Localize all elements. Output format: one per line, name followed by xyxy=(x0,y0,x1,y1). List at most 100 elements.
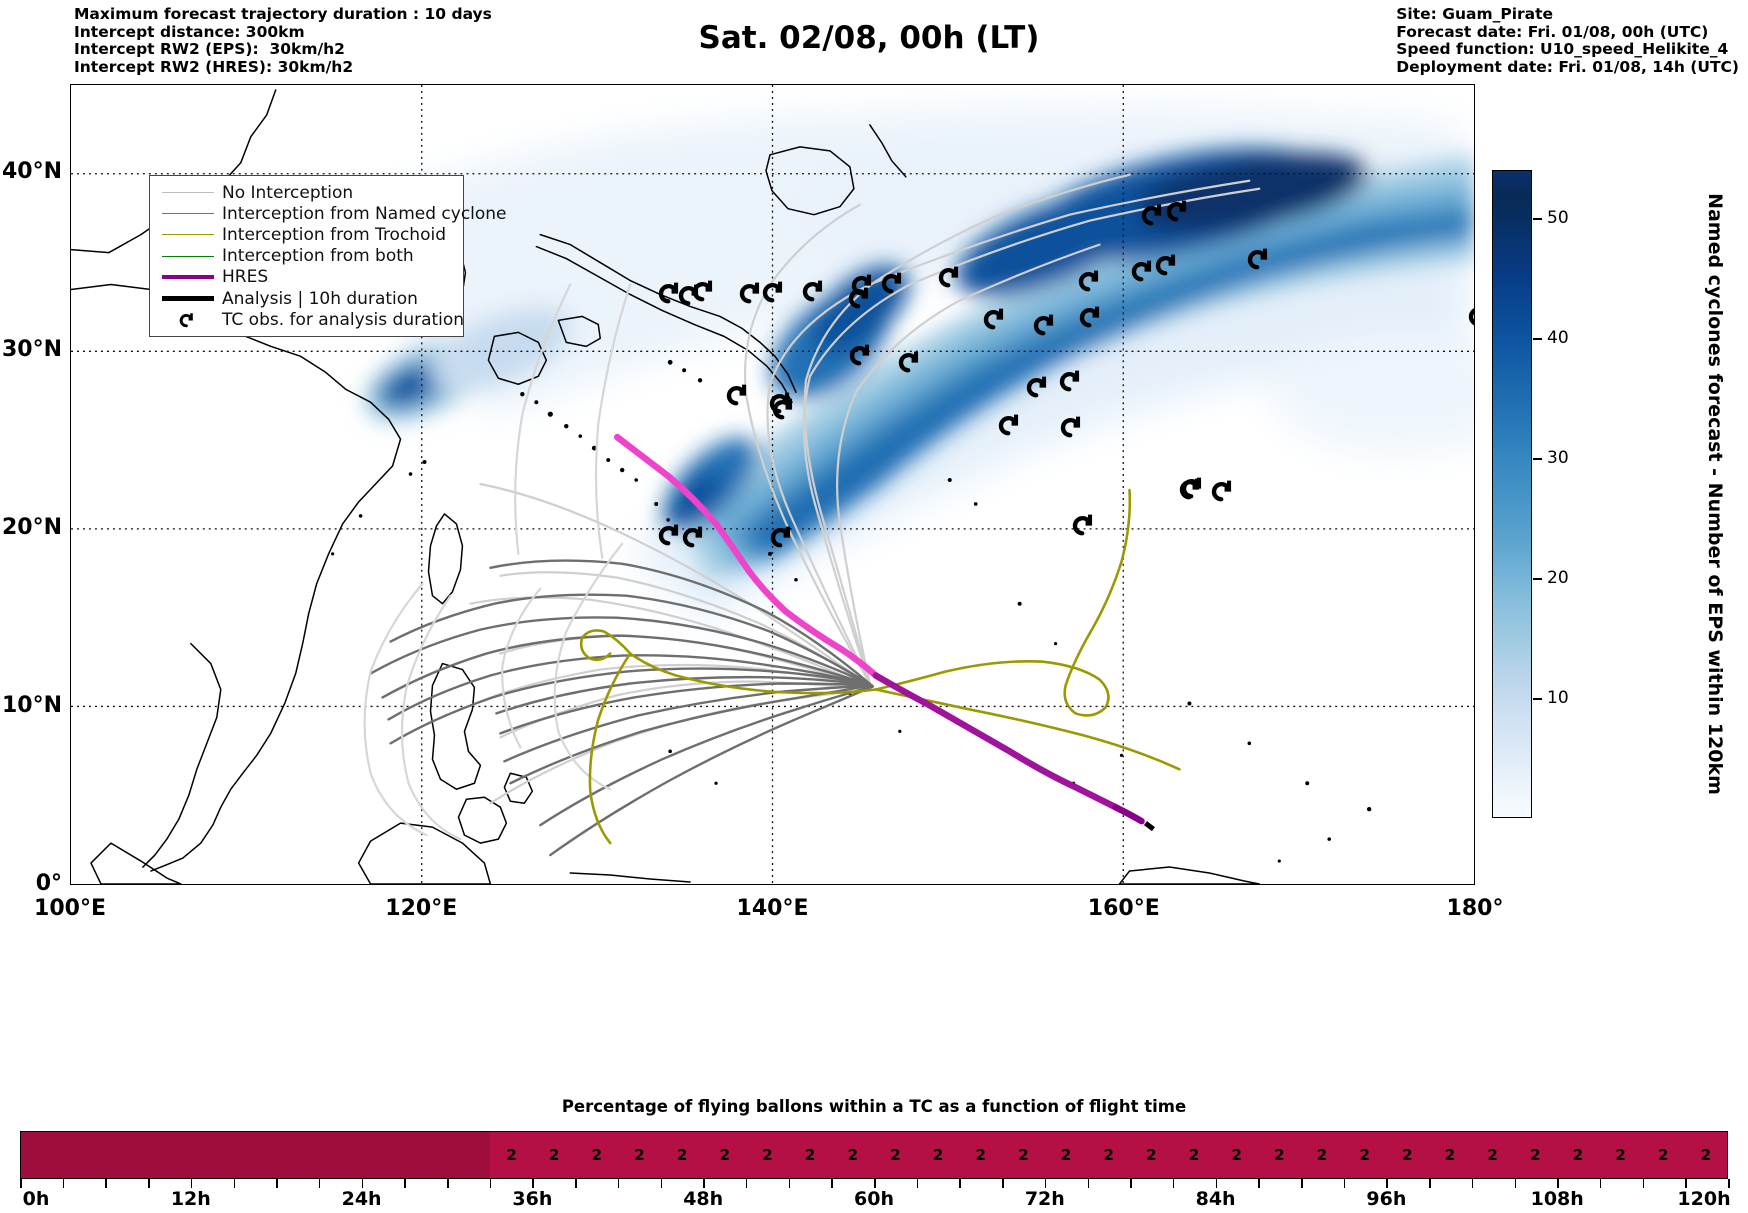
tc-observation-marker xyxy=(1077,267,1105,295)
percentage-bar-tick xyxy=(959,1179,961,1188)
percentage-bar-tick xyxy=(1343,1179,1346,1188)
percentage-bar-x-label: 0h xyxy=(22,1188,50,1210)
percentage-bar-cell[interactable]: 2 xyxy=(1002,1132,1045,1178)
percentage-bar-cell[interactable] xyxy=(21,1132,64,1178)
lat-tick-label: 40°N xyxy=(1,159,62,184)
tc-observation-marker xyxy=(982,305,1010,333)
colorbar-tick-mark xyxy=(1533,578,1542,580)
legend-item-label: Analysis | 10h duration xyxy=(222,288,418,309)
tc-observation-marker xyxy=(1165,197,1193,225)
percentage-bar-cell[interactable]: 2 xyxy=(618,1132,661,1178)
legend-item[interactable]: Interception from both xyxy=(158,246,455,267)
percentage-bar-tick xyxy=(276,1179,278,1188)
percentage-bar-cell[interactable]: 2 xyxy=(788,1132,832,1178)
percentage-bar-tick xyxy=(233,1179,236,1188)
lat-tick-label: 20°N xyxy=(1,515,62,540)
forecast-map[interactable]: No Interception Interception from Named c… xyxy=(70,84,1475,885)
percentage-bar-tick xyxy=(1258,1179,1260,1188)
percentage-bar-cell[interactable] xyxy=(362,1132,405,1178)
percentage-bar-tick xyxy=(916,1179,919,1188)
percentage-bar-cell[interactable]: 2 xyxy=(746,1132,789,1178)
tc-observation-marker xyxy=(937,263,965,291)
percentage-bar-tick xyxy=(703,1179,705,1188)
percentage-bar-cell[interactable]: 2 xyxy=(1044,1132,1088,1178)
legend-item[interactable]: TC obs. for analysis duration xyxy=(158,309,464,330)
percentage-bar-cell[interactable]: 2 xyxy=(1513,1132,1557,1178)
legend-color-swatch xyxy=(162,275,214,280)
percentage-bar-cell[interactable]: 2 xyxy=(1300,1132,1344,1178)
percentage-bar-tick xyxy=(105,1179,107,1188)
tc-observation-marker xyxy=(769,523,797,551)
legend-item[interactable]: Interception from Named cyclone xyxy=(158,203,507,224)
percentage-bar-ticks xyxy=(20,1179,1730,1188)
percentage-bar-tick xyxy=(1172,1179,1175,1188)
percentage-bar-tick xyxy=(489,1179,492,1188)
legend-item[interactable]: HRES xyxy=(158,267,455,288)
percentage-bar-cell[interactable]: 2 xyxy=(831,1132,875,1178)
legend-item[interactable]: Interception from Trochoid xyxy=(158,224,455,245)
percentage-bar-cell[interactable] xyxy=(276,1132,320,1178)
legend-color-swatch xyxy=(162,213,214,215)
percentage-bar-cell[interactable] xyxy=(404,1132,448,1178)
percentage-bar-cell[interactable]: 2 xyxy=(660,1132,704,1178)
percentage-bar-cell[interactable]: 2 xyxy=(1684,1132,1728,1178)
percentage-bar-cell[interactable]: 2 xyxy=(1215,1132,1259,1178)
percentage-bar-cell[interactable]: 2 xyxy=(1556,1132,1600,1178)
percentage-bar-cell[interactable] xyxy=(319,1132,363,1178)
percentage-bar-x-label: 120h xyxy=(1677,1188,1731,1210)
percentage-bar-cell[interactable]: 2 xyxy=(1343,1132,1386,1178)
tc-observation-marker xyxy=(997,411,1025,439)
percentage-bar-cell[interactable] xyxy=(148,1132,192,1178)
percentage-bar-cell[interactable]: 2 xyxy=(490,1132,533,1178)
percentage-bar-tick xyxy=(447,1179,449,1188)
percentage-bar-tick xyxy=(1130,1179,1132,1188)
lon-tick-label: 140°E xyxy=(736,896,809,921)
percentage-bar-cell[interactable]: 2 xyxy=(1386,1132,1429,1178)
percentage-bar-cell[interactable] xyxy=(63,1132,107,1178)
percentage-bar-cell[interactable]: 2 xyxy=(916,1132,960,1178)
percentage-bar-cell[interactable] xyxy=(191,1132,235,1178)
tc-observation-marker xyxy=(1059,413,1087,441)
percentage-bar-tick xyxy=(575,1179,577,1188)
percentage-bar-cell[interactable]: 2 xyxy=(1471,1132,1514,1178)
colorbar-tick-mark xyxy=(1533,698,1542,700)
eps-trajectories xyxy=(363,173,1261,857)
legend-item[interactable]: No Interception xyxy=(158,182,455,203)
percentage-bar-x-label: 72h xyxy=(1024,1188,1065,1210)
legend-color-swatch xyxy=(162,296,214,302)
percentage-bar-cell[interactable]: 2 xyxy=(1087,1132,1131,1178)
tc-observation-marker xyxy=(657,521,685,549)
percentage-bar-tick xyxy=(532,1179,534,1188)
percentage-bar-tick xyxy=(1471,1179,1474,1188)
percentage-bar-cell[interactable] xyxy=(234,1132,277,1178)
percentage-bar-cell[interactable]: 2 xyxy=(532,1132,576,1178)
percentage-bar-cell[interactable] xyxy=(447,1132,491,1178)
percentage-bar-cell[interactable]: 2 xyxy=(1641,1132,1685,1178)
colorbar-tick-label: 20 xyxy=(1547,568,1569,588)
tc-observation-marker xyxy=(771,395,799,423)
percentage-bar-cell[interactable]: 2 xyxy=(1599,1132,1642,1178)
percentage-bar-cell[interactable]: 2 xyxy=(703,1132,747,1178)
percentage-bar-cell[interactable]: 2 xyxy=(575,1132,619,1178)
percentage-bar-cell[interactable]: 2 xyxy=(1130,1132,1173,1178)
percentage-bar-cell[interactable]: 2 xyxy=(1428,1132,1472,1178)
percentage-bar-cell[interactable] xyxy=(106,1132,149,1178)
tc-observation-marker xyxy=(801,277,829,305)
colorbar-gradient xyxy=(1492,170,1532,818)
percentage-bar-tick xyxy=(361,1179,364,1188)
lat-tick-label: 10°N xyxy=(1,693,62,718)
tc-observation-marker xyxy=(1210,477,1238,505)
legend-color-swatch xyxy=(162,255,214,257)
lon-tick-label: 180° xyxy=(1446,896,1504,921)
tc-observation-marker xyxy=(897,348,925,376)
percentage-bar-cell[interactable]: 2 xyxy=(1172,1132,1216,1178)
legend-item[interactable]: Analysis | 10h duration xyxy=(158,288,455,309)
tc-observation-marker xyxy=(681,523,709,551)
percentage-bar-cell[interactable]: 2 xyxy=(1258,1132,1301,1178)
percentage-bar-tick xyxy=(62,1179,65,1188)
percentage-bar-tick xyxy=(190,1179,193,1188)
percentage-bar-tick xyxy=(1002,1179,1004,1188)
percentage-bar-cell[interactable]: 2 xyxy=(959,1132,1003,1178)
percentage-bar-cell[interactable]: 2 xyxy=(874,1132,917,1178)
